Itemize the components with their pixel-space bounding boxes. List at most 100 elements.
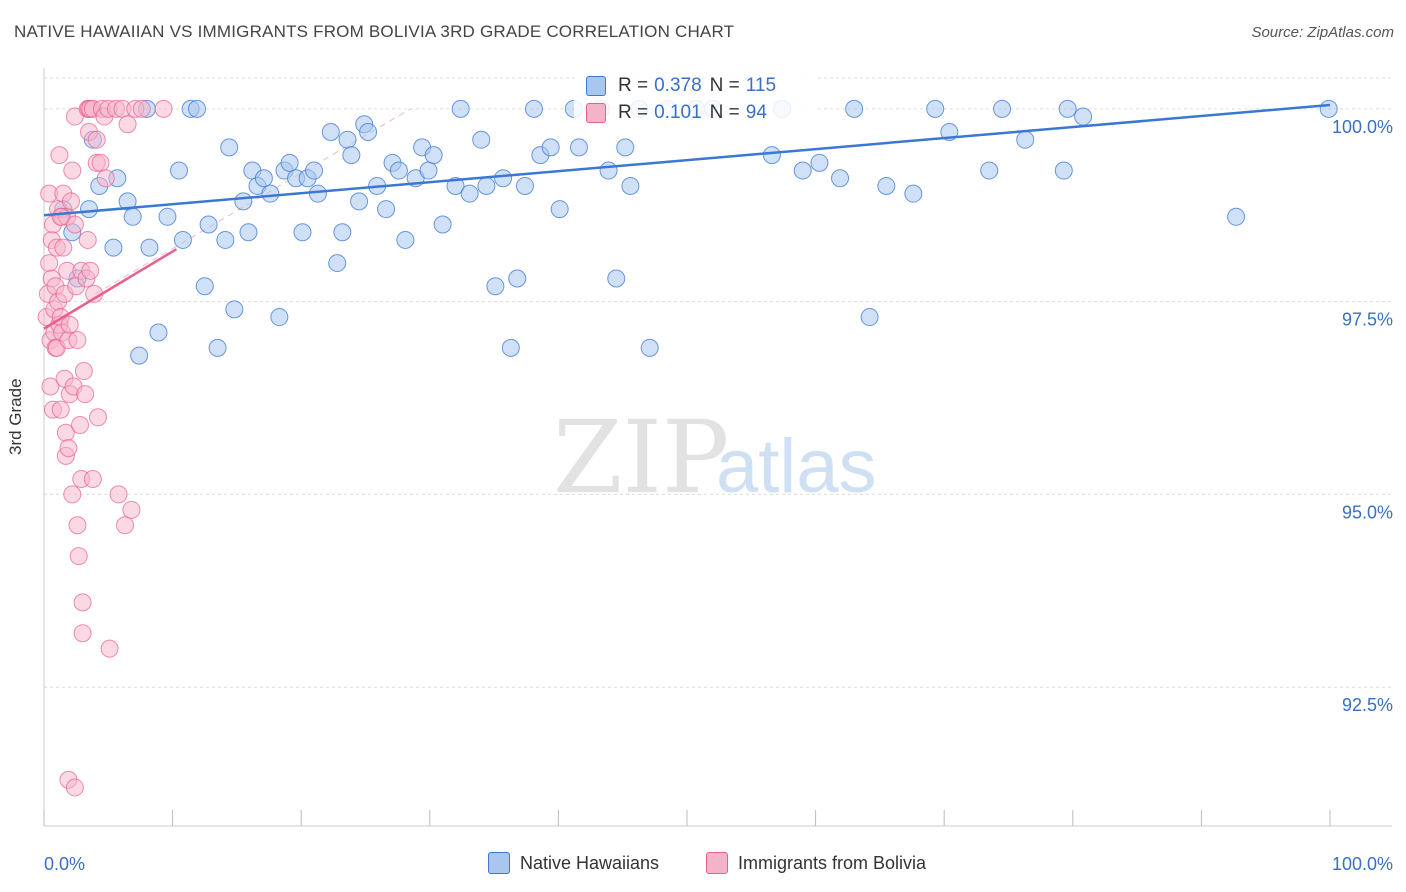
data-point-native-hawaiians (616, 138, 635, 157)
data-point-native-hawaiians (515, 176, 534, 195)
data-point-immigrants-bolivia (91, 153, 110, 172)
data-point-immigrants-bolivia (68, 331, 87, 350)
data-point-immigrants-bolivia (109, 485, 128, 504)
data-point-native-hawaiians (508, 269, 527, 288)
trend-line-native-hawaiians (43, 103, 1331, 217)
data-point-native-hawaiians (350, 192, 369, 211)
data-point-native-hawaiians (904, 184, 923, 203)
data-point-immigrants-bolivia (54, 238, 73, 257)
stats-swatch-pink (586, 103, 606, 123)
data-point-native-hawaiians (359, 122, 378, 141)
data-point-immigrants-bolivia (122, 500, 141, 519)
data-point-native-hawaiians (451, 99, 470, 118)
data-point-immigrants-bolivia (74, 362, 93, 381)
data-point-native-hawaiians (424, 146, 443, 165)
data-point-native-hawaiians (569, 138, 588, 157)
data-point-immigrants-bolivia (41, 377, 60, 396)
data-point-native-hawaiians (293, 223, 312, 242)
data-point-native-hawaiians (216, 230, 235, 249)
data-point-immigrants-bolivia (154, 99, 173, 118)
data-point-immigrants-bolivia (68, 516, 87, 535)
data-point-native-hawaiians (1054, 161, 1073, 180)
data-point-immigrants-bolivia (40, 254, 59, 273)
legend-label: Immigrants from Bolivia (738, 852, 927, 873)
data-point-native-hawaiians (1058, 99, 1077, 118)
legend-label: Native Hawaiians (520, 852, 660, 873)
x-tick-label: 100.0% (1332, 854, 1393, 874)
data-point-native-hawaiians (149, 323, 168, 342)
data-point-native-hawaiians (599, 161, 618, 180)
data-point-native-hawaiians (524, 99, 543, 118)
data-point-native-hawaiians (810, 153, 829, 172)
data-point-native-hawaiians (877, 176, 896, 195)
data-point-immigrants-bolivia (63, 485, 82, 504)
stats-swatch-blue (586, 76, 606, 96)
data-point-native-hawaiians (607, 269, 626, 288)
data-point-immigrants-bolivia (83, 469, 102, 488)
data-point-native-hawaiians (433, 215, 452, 234)
data-point-immigrants-bolivia (65, 215, 84, 234)
stats-row-immigrants-bolivia: R = 0.101 N = 94 (586, 101, 775, 125)
data-point-native-hawaiians (446, 176, 465, 195)
legend-item-immigrants-bolivia[interactable]: Immigrants from Bolivia (706, 852, 926, 874)
data-point-native-hawaiians (261, 184, 280, 203)
stats-box: R = 0.378 N = 115 R = 0.101 N = 94 (574, 72, 818, 128)
data-point-immigrants-bolivia (71, 416, 90, 435)
y-tick-label: 95.0% (1342, 502, 1393, 522)
data-point-native-hawaiians (188, 99, 207, 118)
data-point-native-hawaiians (550, 200, 569, 219)
data-point-immigrants-bolivia (50, 146, 69, 165)
data-point-native-hawaiians (389, 161, 408, 180)
data-point-immigrants-bolivia (65, 778, 84, 797)
data-point-native-hawaiians (333, 223, 352, 242)
legend: Native Hawaiians Immigrants from Bolivia (0, 846, 1406, 882)
legend-swatch-pink (706, 852, 728, 874)
data-point-native-hawaiians (305, 161, 324, 180)
data-point-native-hawaiians (140, 238, 159, 257)
y-tick-label: 92.5% (1342, 695, 1393, 715)
data-point-immigrants-bolivia (89, 408, 108, 427)
data-point-native-hawaiians (377, 200, 396, 219)
data-point-immigrants-bolivia (60, 315, 79, 334)
data-point-native-hawaiians (234, 192, 253, 211)
data-point-immigrants-bolivia (76, 385, 95, 404)
data-point-immigrants-bolivia (51, 207, 70, 226)
data-point-native-hawaiians (1016, 130, 1035, 149)
data-point-native-hawaiians (926, 99, 945, 118)
data-point-immigrants-bolivia (69, 547, 88, 566)
data-point-native-hawaiians (762, 146, 781, 165)
data-point-native-hawaiians (170, 161, 189, 180)
data-point-native-hawaiians (239, 223, 258, 242)
watermark-zip: ZIP (553, 399, 729, 516)
reference-line (95, 108, 411, 295)
data-point-native-hawaiians (80, 200, 99, 219)
r-value: 0.378 (654, 75, 702, 96)
data-point-native-hawaiians (845, 99, 864, 118)
y-tick-label: 100.0% (1332, 117, 1393, 137)
data-point-immigrants-bolivia (73, 593, 92, 612)
data-point-native-hawaiians (254, 169, 273, 188)
watermark-atlas: atlas (716, 424, 877, 509)
data-point-immigrants-bolivia (59, 439, 78, 458)
n-value: 115 (745, 75, 777, 96)
data-point-native-hawaiians (501, 338, 520, 357)
data-point-native-hawaiians (220, 138, 239, 157)
data-point-native-hawaiians (199, 215, 218, 234)
data-point-native-hawaiians (541, 138, 560, 157)
data-point-native-hawaiians (308, 184, 327, 203)
data-point-native-hawaiians (1319, 99, 1338, 118)
data-point-immigrants-bolivia (81, 261, 100, 280)
data-point-native-hawaiians (793, 161, 812, 180)
data-point-native-hawaiians (104, 238, 123, 257)
data-point-native-hawaiians (338, 130, 357, 149)
r-value: 0.101 (654, 102, 702, 123)
data-point-native-hawaiians (477, 176, 496, 195)
n-label: N = (709, 102, 740, 123)
legend-swatch-blue (488, 852, 510, 874)
data-point-native-hawaiians (460, 184, 479, 203)
data-point-immigrants-bolivia (118, 115, 137, 134)
data-point-immigrants-bolivia (73, 624, 92, 643)
legend-item-native-hawaiians[interactable]: Native Hawaiians (488, 852, 659, 874)
data-point-native-hawaiians (195, 277, 214, 296)
